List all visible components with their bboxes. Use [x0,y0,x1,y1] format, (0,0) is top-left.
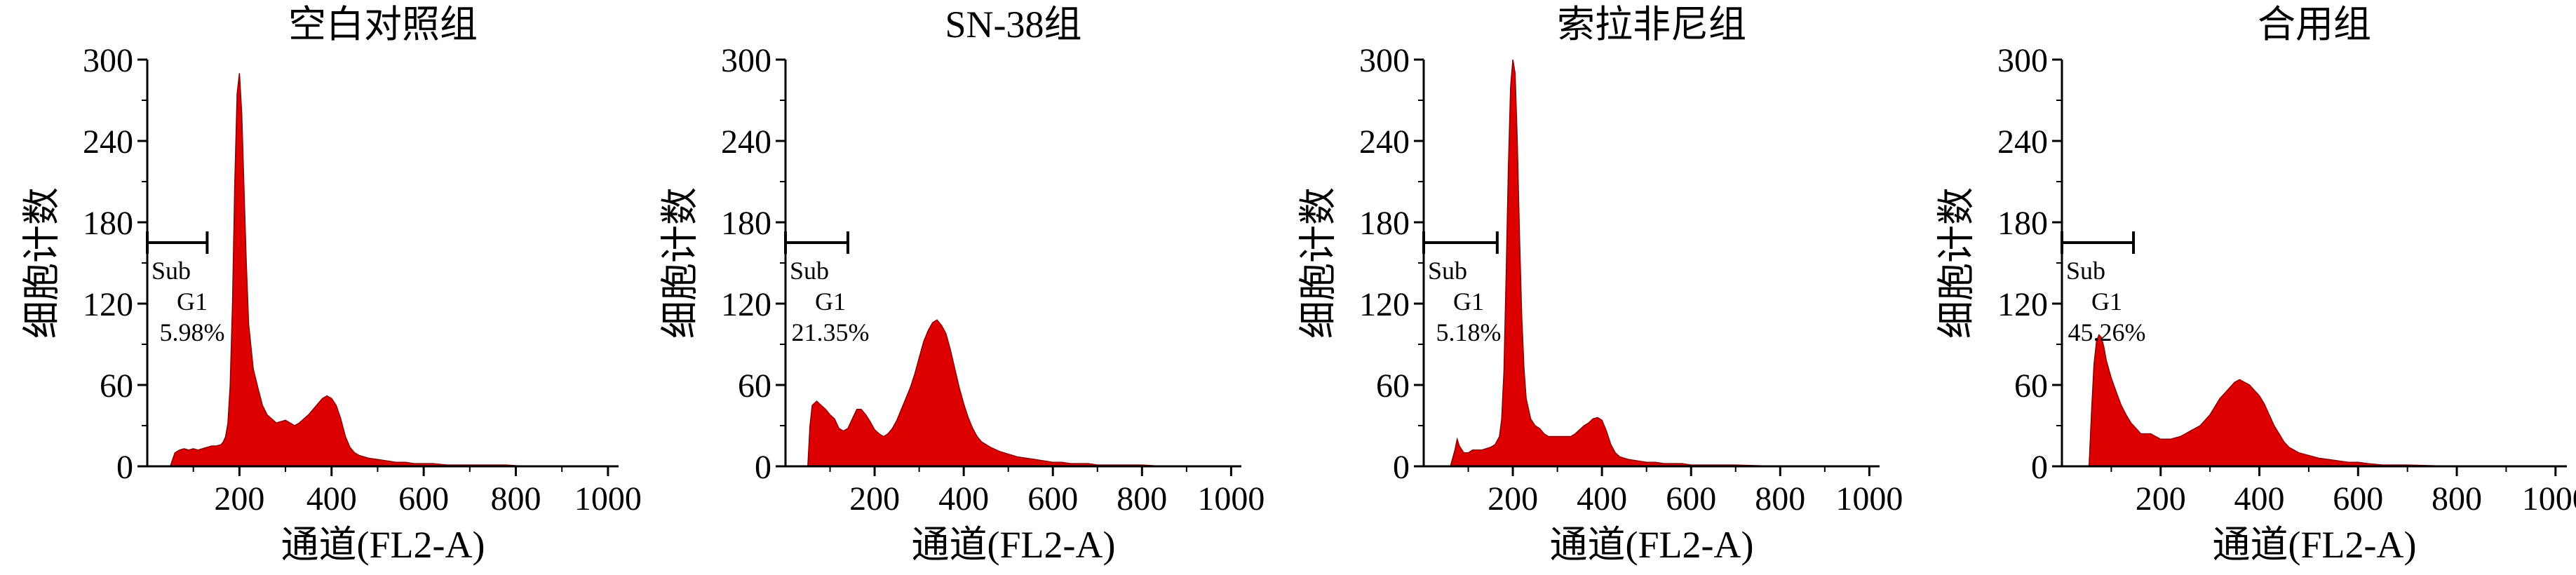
chart-title: 空白对照组 [288,4,478,46]
histogram-area [169,73,608,467]
y-tick-label: 180 [83,205,133,242]
y-tick-label: 120 [1359,286,1410,323]
panel-4: 合用组 0 60 120 180 240 300 200 400 600 800 1000 通道(FL2… [1935,4,2576,566]
x-tick-label: 1000 [1835,480,1903,518]
gate-label-sub: Sub [2066,257,2105,285]
histogram-area [1450,59,1870,467]
x-tick-label: 600 [1666,480,1716,518]
gate-percent: 45.26% [2068,318,2146,346]
gate-label-g1: G1 [177,288,208,316]
gate-percent: 5.18% [1436,318,1502,346]
gate-percent: 21.35% [792,318,870,346]
x-tick-label: 800 [1117,480,1167,518]
chart-title: 合用组 [2258,4,2371,46]
x-tick-label: 400 [2234,480,2285,518]
y-tick-label: 60 [2014,367,2048,405]
y-tick-label: 60 [738,367,771,405]
x-axis-label: 通道(FL2-A) [281,524,485,566]
x-tick-label: 200 [1488,480,1538,518]
y-tick-label: 180 [1997,205,2048,242]
gate-label-sub: Sub [1428,257,1467,285]
y-tick-label: 240 [721,123,771,161]
x-tick-label: 1000 [1197,480,1265,518]
y-tick-label: 180 [1359,205,1410,242]
y-tick-label: 120 [83,286,133,323]
y-axis-label: 细胞计数 [20,187,62,339]
y-tick-label: 0 [116,449,133,486]
y-tick-label: 0 [1393,449,1410,486]
gate-label-sub: Sub [151,257,191,285]
x-axis-label: 通道(FL2-A) [912,524,1116,566]
x-tick-label: 200 [2136,480,2186,518]
gate-percent: 5.98% [160,318,225,346]
x-axis-label: 通道(FL2-A) [1550,524,1754,566]
chart-title: SN-38组 [945,4,1081,46]
y-tick-label: 0 [755,449,771,486]
x-tick-label: 200 [849,480,900,518]
y-tick-label: 240 [1997,123,2048,161]
y-tick-label: 240 [1359,123,1410,161]
gate-label-g1: G1 [1453,288,1484,316]
y-tick-label: 300 [1359,42,1410,79]
x-tick-label: 600 [398,480,449,518]
gate-label-g1: G1 [815,288,846,316]
x-tick-label: 400 [1577,480,1627,518]
y-tick-label: 120 [721,286,771,323]
gate-label-sub: Sub [790,257,829,285]
y-axis-label: 细胞计数 [1297,187,1339,339]
x-tick-label: 800 [1755,480,1805,518]
x-tick-label: 800 [491,480,541,518]
x-tick-label: 200 [214,480,264,518]
x-axis-label: 通道(FL2-A) [2213,524,2417,566]
histogram-area [807,319,1232,467]
panel-3: 索拉非尼组 0 60 120 180 240 300 200 400 600 800 1000 通道(F… [1297,4,1903,566]
y-axis-label: 细胞计数 [659,187,701,339]
y-tick-label: 60 [1376,367,1410,405]
y-tick-label: 300 [1997,42,2048,79]
x-tick-label: 800 [2432,480,2482,518]
panel-2: SN-38组 0 60 120 180 240 300 200 400 600 800 1000 通道(… [659,4,1265,566]
y-tick-label: 0 [2031,449,2048,486]
x-tick-label: 600 [2333,480,2383,518]
x-tick-label: 400 [938,480,989,518]
x-tick-label: 600 [1027,480,1078,518]
histogram-area [2088,334,2556,467]
panel-1: 空白对照组 0 60 120 180 240 300 200 400 600 800 1000 通道(F… [20,4,642,566]
y-tick-label: 300 [721,42,771,79]
y-tick-label: 60 [100,367,133,405]
x-tick-label: 1000 [574,480,642,518]
y-tick-label: 300 [83,42,133,79]
y-tick-label: 180 [721,205,771,242]
gate-label-g1: G1 [2091,288,2122,316]
y-axis-label: 细胞计数 [1935,187,1977,339]
x-tick-label: 400 [306,480,357,518]
x-tick-label: 1000 [2522,480,2576,518]
y-tick-label: 120 [1997,286,2048,323]
y-tick-label: 240 [83,123,133,161]
chart-title: 索拉非尼组 [1557,4,1746,46]
